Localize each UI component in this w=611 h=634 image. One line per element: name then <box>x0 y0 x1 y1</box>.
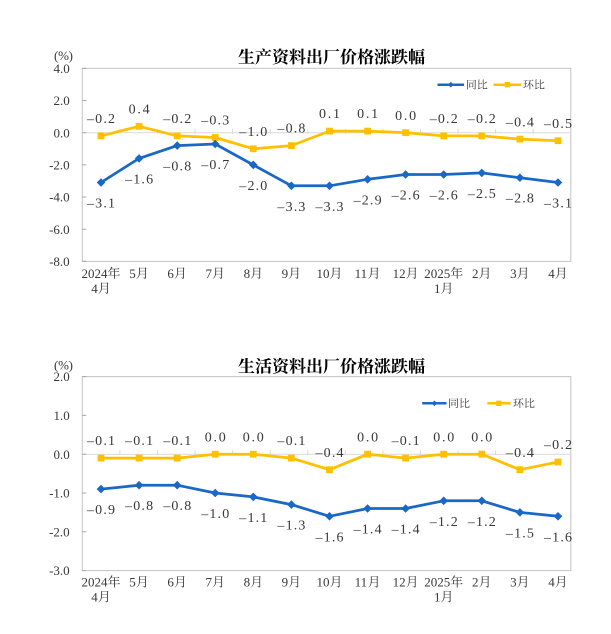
svg-text:–1.2: –1.2 <box>467 515 496 530</box>
svg-text:–0.1: –0.1 <box>86 434 115 449</box>
svg-text:–1.3: –1.3 <box>276 519 305 534</box>
svg-text:–3.1: –3.1 <box>543 197 572 212</box>
svg-text:–2.8: –2.8 <box>505 192 534 207</box>
svg-text:11: 11 <box>355 575 368 590</box>
svg-text:-4.0: -4.0 <box>49 190 70 205</box>
svg-text:2: 2 <box>472 575 479 590</box>
svg-text:–0.7: –0.7 <box>200 158 229 173</box>
svg-text:7: 7 <box>206 575 213 590</box>
svg-text:0.0: 0.0 <box>433 430 454 445</box>
svg-text:5: 5 <box>129 266 136 281</box>
svg-text:–0.8: –0.8 <box>124 499 153 514</box>
svg-text:–0.3: –0.3 <box>200 114 229 129</box>
svg-text:–2.0: –2.0 <box>238 179 267 194</box>
svg-text:0.1: 0.1 <box>357 107 378 122</box>
svg-text:–3.1: –3.1 <box>86 197 115 212</box>
svg-text:–0.2: –0.2 <box>467 112 496 127</box>
svg-text:10: 10 <box>317 575 330 590</box>
svg-text:–2.6: –2.6 <box>391 189 420 204</box>
svg-text:–1.0: –1.0 <box>238 125 267 140</box>
svg-text:–1.6: –1.6 <box>124 172 153 187</box>
svg-text:–0.4: –0.4 <box>505 115 534 130</box>
svg-text:3: 3 <box>510 266 516 281</box>
svg-text:4: 4 <box>548 575 555 590</box>
svg-text:–2.5: –2.5 <box>467 187 496 202</box>
svg-text:–1.4: –1.4 <box>353 523 382 538</box>
svg-text:–0.4: –0.4 <box>315 446 344 461</box>
svg-text:2024: 2024 <box>82 575 109 590</box>
svg-text:8: 8 <box>244 266 251 281</box>
svg-text:–2.6: –2.6 <box>429 189 458 204</box>
svg-text:2025: 2025 <box>424 266 450 281</box>
svg-text:–0.1: –0.1 <box>124 434 153 449</box>
svg-text:1: 1 <box>434 281 441 296</box>
svg-text:-6.0: -6.0 <box>49 222 70 237</box>
svg-text:9: 9 <box>282 575 289 590</box>
svg-text:–1.1: –1.1 <box>238 511 267 526</box>
svg-text:7: 7 <box>206 266 213 281</box>
svg-text:–0.8: –0.8 <box>162 499 191 514</box>
svg-text:–0.1: –0.1 <box>391 434 420 449</box>
svg-text:–0.5: –0.5 <box>543 117 572 132</box>
svg-text:4: 4 <box>91 281 98 296</box>
svg-text:-2.0: -2.0 <box>49 158 70 173</box>
svg-text:8: 8 <box>244 575 251 590</box>
svg-text:–3.3: –3.3 <box>276 200 305 215</box>
svg-text:0.0: 0.0 <box>53 125 69 140</box>
svg-text:2.0: 2.0 <box>53 93 69 108</box>
svg-text:–0.2: –0.2 <box>162 112 191 127</box>
svg-text:–0.8: –0.8 <box>162 160 191 175</box>
svg-text:11: 11 <box>355 266 368 281</box>
svg-text:10: 10 <box>317 266 330 281</box>
svg-text:–0.2: –0.2 <box>543 438 572 453</box>
svg-text:–2.9: –2.9 <box>353 193 382 208</box>
svg-text:-3.0: -3.0 <box>49 563 70 578</box>
svg-text:5: 5 <box>129 575 136 590</box>
svg-text:0.1: 0.1 <box>319 107 340 122</box>
svg-text:3: 3 <box>510 575 516 590</box>
svg-text:0.4: 0.4 <box>129 102 150 117</box>
svg-text:1.0: 1.0 <box>53 408 69 423</box>
svg-text:–0.2: –0.2 <box>86 112 115 127</box>
svg-text:–1.0: –1.0 <box>200 507 229 522</box>
svg-text:0.0: 0.0 <box>395 109 416 124</box>
svg-text:–1.4: –1.4 <box>391 523 420 538</box>
svg-text:–0.8: –0.8 <box>276 122 305 137</box>
svg-text:0.0: 0.0 <box>243 430 264 445</box>
svg-text:(%): (%) <box>54 357 73 372</box>
svg-text:-1.0: -1.0 <box>49 486 70 501</box>
svg-text:–3.3: –3.3 <box>315 200 344 215</box>
svg-text:12: 12 <box>393 266 406 281</box>
svg-text:2025: 2025 <box>424 575 450 590</box>
svg-text:–0.4: –0.4 <box>505 446 534 461</box>
svg-text:0.0: 0.0 <box>357 430 378 445</box>
svg-text:6: 6 <box>167 266 174 281</box>
svg-text:12: 12 <box>393 575 406 590</box>
svg-text:0.0: 0.0 <box>53 447 69 462</box>
svg-text:–0.2: –0.2 <box>429 112 458 127</box>
svg-text:–1.5: –1.5 <box>505 526 534 541</box>
svg-text:–0.1: –0.1 <box>162 434 191 449</box>
svg-text:0.0: 0.0 <box>471 430 492 445</box>
svg-text:–1.6: –1.6 <box>543 530 572 545</box>
svg-text:4: 4 <box>548 266 555 281</box>
svg-text:(%): (%) <box>54 48 73 63</box>
svg-text:1: 1 <box>434 589 441 604</box>
svg-text:4.0: 4.0 <box>53 61 69 76</box>
svg-text:-8.0: -8.0 <box>49 254 70 269</box>
svg-text:-2.0: -2.0 <box>49 524 70 539</box>
svg-text:9: 9 <box>282 266 289 281</box>
svg-text:–1.2: –1.2 <box>429 515 458 530</box>
svg-text:2.0: 2.0 <box>53 369 69 384</box>
svg-text:–0.1: –0.1 <box>276 434 305 449</box>
svg-text:–0.9: –0.9 <box>86 503 115 518</box>
svg-text:–1.6: –1.6 <box>315 530 344 545</box>
svg-text:2024: 2024 <box>82 266 109 281</box>
svg-text:2: 2 <box>472 266 479 281</box>
svg-text:4: 4 <box>91 589 98 604</box>
svg-text:6: 6 <box>167 575 174 590</box>
svg-text:0.0: 0.0 <box>205 430 226 445</box>
